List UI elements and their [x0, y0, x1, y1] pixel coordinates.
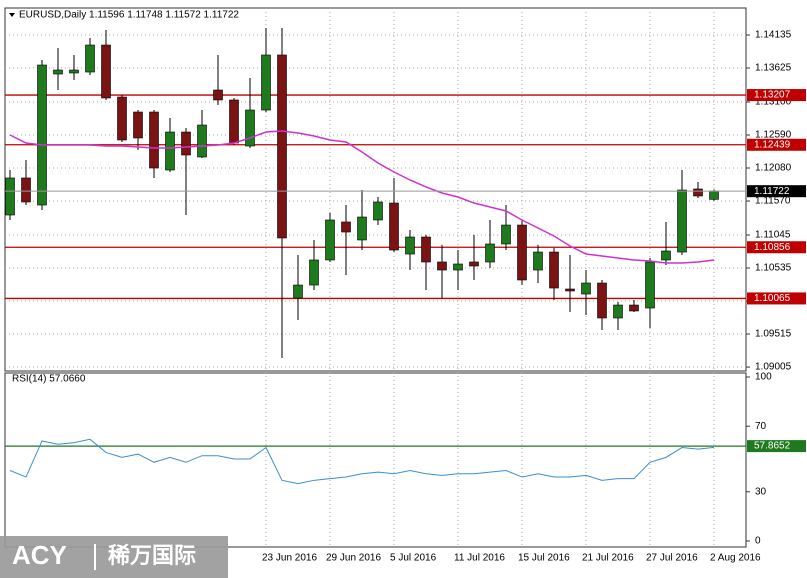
candle-body [437, 261, 447, 271]
candle-body [341, 221, 351, 233]
y-tick-label: 1.14135 [755, 30, 792, 41]
level-line-label: 1.10065 [754, 293, 791, 304]
x-tick-label: 23 Jun 2016 [262, 553, 317, 564]
candle-body [629, 304, 639, 312]
x-tick-label: 2 Aug 2016 [710, 553, 761, 564]
candle-body [293, 284, 303, 299]
candle-body [453, 263, 463, 271]
candle-body [581, 282, 591, 295]
level-line-box [747, 241, 806, 254]
candle-body [469, 261, 479, 267]
candle-body [69, 69, 79, 74]
candle-body [405, 236, 415, 255]
level-line-box [747, 292, 806, 305]
y-tick-label: 1.13625 [755, 63, 792, 74]
candle-body [485, 243, 495, 263]
x-tick-label: 21 Jul 2016 [582, 553, 634, 564]
rsi-panel [4, 372, 747, 548]
moving-average [9, 130, 715, 264]
y-tick-label: 1.13100 [755, 97, 792, 108]
y-tick-label: 1.12590 [755, 130, 792, 141]
candle-body [693, 188, 703, 197]
candle-body [517, 224, 527, 281]
y-tick-label: 1.10535 [755, 263, 792, 274]
y-tick-label: 0 [755, 536, 761, 547]
y-tick-label: 1.11570 [755, 196, 791, 207]
candle-body [597, 282, 607, 319]
candle-body [213, 89, 223, 101]
candle-body [261, 54, 271, 111]
candle-body [85, 44, 95, 73]
last-price-box [747, 185, 806, 198]
candle-body [53, 69, 63, 75]
candle-body [21, 177, 31, 203]
last-price-label: 1.11722 [754, 186, 790, 197]
level-line-label: 1.12439 [754, 139, 791, 150]
x-tick-label: 27 Jul 2016 [646, 553, 698, 564]
price-panel [4, 7, 747, 372]
rsi-level-line-label: 57.8652 [754, 441, 791, 452]
y-tick-label: 70 [755, 421, 767, 432]
candle-body [421, 236, 431, 263]
rsi-line [9, 438, 715, 485]
candle-body [389, 202, 399, 251]
candle-body [165, 131, 175, 171]
candle-body [661, 250, 671, 261]
level-line-label: 1.13207 [754, 90, 791, 101]
candle-body [181, 131, 191, 156]
y-tick-label: 1.09005 [755, 362, 792, 373]
candle-body [501, 224, 511, 245]
candle-body [325, 219, 335, 261]
candle-body [709, 190, 719, 200]
candle-body [37, 64, 47, 206]
candle-body [117, 96, 127, 141]
candle-body [549, 251, 559, 289]
level-line-box [747, 138, 806, 151]
y-tick-label: 100 [755, 372, 772, 383]
candle-body [101, 44, 111, 99]
candle-body [309, 259, 319, 286]
level-line-box [747, 89, 806, 102]
candle-body [677, 189, 687, 253]
y-tick-label: 1.12080 [755, 163, 792, 174]
candle-body [197, 124, 207, 158]
chart-title: EURUSD,Daily 1.11596 1.11748 1.11572 1.1… [19, 10, 239, 21]
logo-box [0, 536, 228, 578]
y-tick-label: 30 [755, 486, 767, 497]
candle-body [373, 201, 383, 221]
candle-body [357, 216, 367, 241]
rsi-level-line-box [747, 440, 806, 453]
x-tick-label: 5 Jul 2016 [390, 553, 437, 564]
candle-body [245, 109, 255, 147]
candle-body [229, 99, 239, 144]
logo-sub: 稀万国际 [108, 543, 196, 568]
candle-body [5, 177, 15, 216]
candle-body [613, 304, 623, 319]
level-line-label: 1.10856 [754, 242, 791, 253]
candle-body [277, 54, 287, 239]
candle-body [133, 111, 143, 139]
candle-body [645, 261, 655, 309]
candle-body [565, 288, 575, 292]
menu-arrow[interactable] [9, 13, 15, 17]
y-tick-label: 1.11045 [755, 230, 791, 241]
x-tick-label: 15 Jul 2016 [518, 553, 570, 564]
x-tick-label: 29 Jun 2016 [326, 553, 381, 564]
candle-body [149, 111, 159, 169]
y-tick-label: 1.09515 [755, 329, 792, 340]
rsi-title: RSI(14) 57.0660 [12, 374, 86, 385]
logo-name: ACY [12, 540, 67, 570]
x-tick-label: 11 Jul 2016 [454, 553, 505, 564]
candle-body [533, 251, 543, 271]
